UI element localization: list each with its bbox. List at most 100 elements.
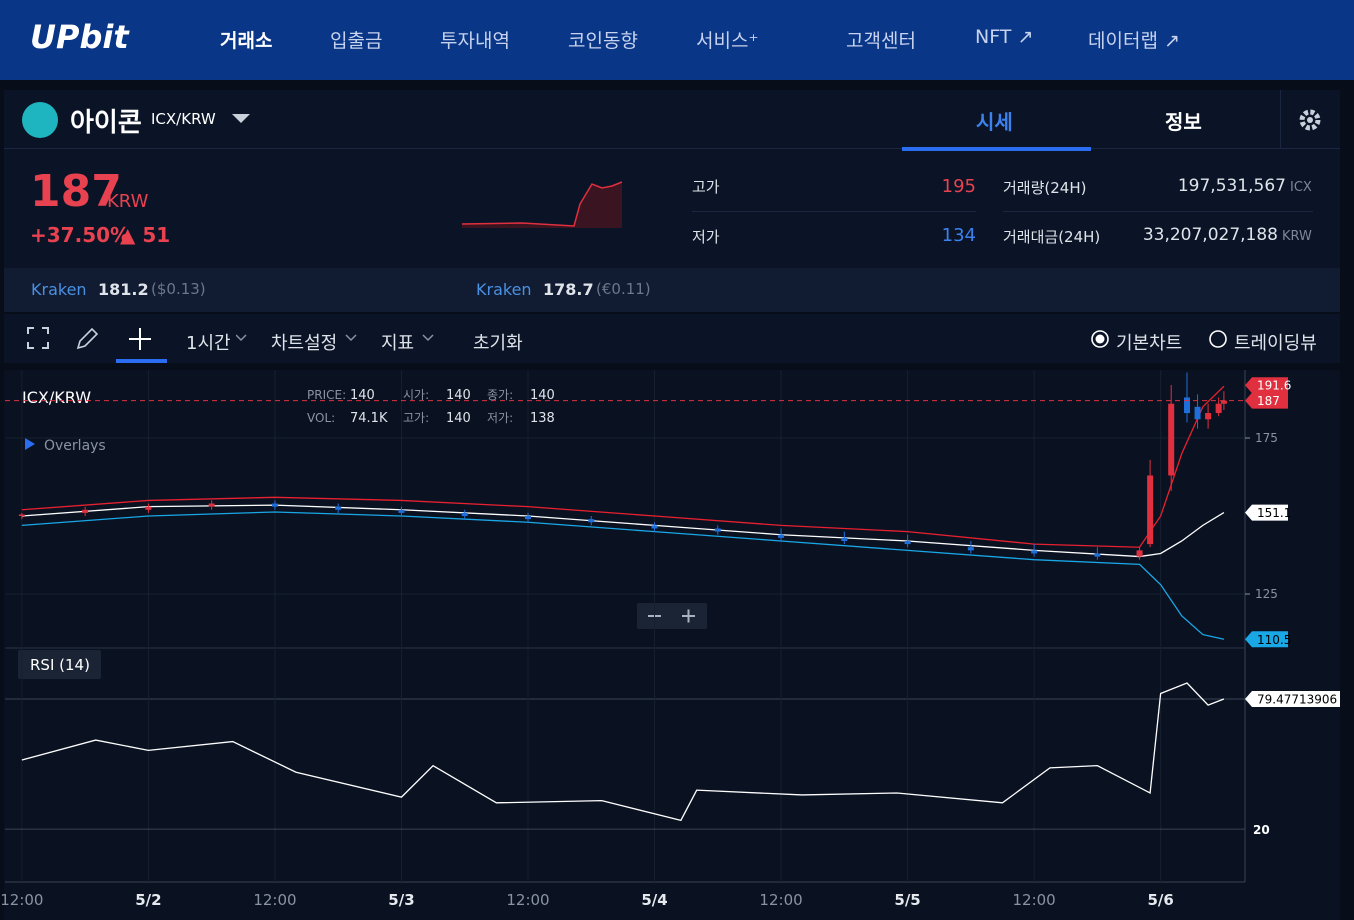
stat-value: 195 <box>941 176 976 197</box>
price-unit: KRW <box>107 191 149 212</box>
coin-icon <box>22 102 58 138</box>
price-tag <box>1245 377 1288 394</box>
candle-body <box>524 516 531 520</box>
tab[interactable]: 정보 <box>1165 110 1202 134</box>
info-label: VOL: <box>307 411 335 425</box>
price-tag-label: 110.5 <box>1257 633 1291 647</box>
candle-body <box>145 506 152 510</box>
price-tag <box>1245 504 1288 521</box>
volume-value: 197,531,567 <box>1177 176 1286 196</box>
mode-option[interactable]: 기본차트 <box>1116 333 1183 354</box>
nav-item[interactable]: 데이터랩 ↗ <box>1088 30 1180 52</box>
x-tick-label: 5/5 <box>894 891 920 909</box>
x-tick-label: 12:00 <box>1012 891 1055 909</box>
y-tick-label: 125 <box>1255 587 1278 601</box>
candle-body <box>714 528 721 532</box>
logo[interactable]: UPbit <box>30 18 129 56</box>
rsi-title-bg <box>18 650 101 679</box>
candle-body <box>18 514 25 517</box>
candle-body <box>82 509 89 513</box>
candle-body <box>1136 550 1143 557</box>
price-tag <box>1245 631 1288 648</box>
dropdown-icon[interactable] <box>232 114 252 126</box>
candle-body <box>1184 397 1191 414</box>
info-value: 138 <box>530 411 555 426</box>
tab[interactable]: 시세 <box>976 110 1013 134</box>
band-line <box>21 511 1225 640</box>
info-value: 140 <box>530 388 555 403</box>
candle-body <box>778 534 785 538</box>
interval[interactable]: 1시간 <box>186 333 231 354</box>
radio-icons[interactable] <box>1089 328 1229 350</box>
candle-body <box>1215 403 1222 414</box>
x-tick-label: 12:00 <box>506 891 549 909</box>
exchange-row <box>4 268 1340 312</box>
coin-pair: ICX/KRW <box>151 110 216 128</box>
price-tag-label: 187 <box>1257 394 1280 408</box>
volume-label: 거래량(24H) <box>1003 179 1087 197</box>
candle-body <box>967 547 974 551</box>
stat-label: 고가 <box>692 178 720 196</box>
chart-settings[interactable]: 차트설정 <box>271 333 338 354</box>
chevrons <box>236 334 434 342</box>
stat-value: 134 <box>941 225 976 246</box>
exchange-price: 178.7 <box>543 280 594 299</box>
indicators[interactable]: 지표 <box>381 333 415 354</box>
candle-body <box>208 503 215 507</box>
divider <box>4 148 1340 149</box>
symbol: ICX/KRW <box>22 388 91 407</box>
exchange-price: 181.2 <box>98 280 149 299</box>
info-value: 140 <box>446 388 471 403</box>
sparkline <box>462 181 623 228</box>
price-tag-label: 79.47713906 <box>1257 693 1337 707</box>
candle-body <box>904 540 911 545</box>
exchange-name[interactable]: Kraken <box>31 280 87 299</box>
change: ▲ 51 <box>120 223 171 247</box>
price-tag <box>1245 392 1288 409</box>
settings-icon[interactable] <box>1298 108 1322 132</box>
reset[interactable]: 초기화 <box>473 333 523 354</box>
stat-label: 저가 <box>692 228 720 246</box>
change-rate: +37.50% <box>30 223 131 247</box>
volume-unit: ICX <box>1290 180 1312 195</box>
nav-item[interactable]: 서비스⁺ <box>696 30 759 52</box>
overlays-icon[interactable] <box>25 438 35 450</box>
candle-body <box>1205 413 1212 420</box>
mode-option[interactable]: 트레이딩뷰 <box>1234 333 1317 354</box>
candle-body <box>1194 406 1201 420</box>
toolbar <box>4 314 1340 363</box>
x-tick-label: 12:00 <box>759 891 802 909</box>
candle-body <box>588 519 595 523</box>
nav-item[interactable]: NFT ↗ <box>975 26 1034 48</box>
info-label: 시가: <box>403 388 429 402</box>
nav-item[interactable]: 고객센터 <box>846 30 916 52</box>
exchange-name[interactable]: Kraken <box>476 280 532 299</box>
divider <box>1003 211 1313 212</box>
nav-item[interactable]: 투자내역 <box>440 30 510 52</box>
overlays[interactable]: Overlays <box>44 438 106 454</box>
band-line <box>21 385 1225 548</box>
nav-item[interactable]: 거래소 <box>220 30 273 52</box>
nav-item[interactable]: 코인동향 <box>568 30 638 52</box>
zoom-control[interactable] <box>637 603 707 629</box>
chart-bg <box>4 370 1340 920</box>
divider <box>1280 90 1281 148</box>
price: 187 <box>30 166 122 217</box>
info-value: 140 <box>446 411 471 426</box>
exchange-sub: ($0.13) <box>151 280 206 298</box>
candle-body <box>841 537 848 541</box>
x-tick-label: 5/2 <box>135 891 161 909</box>
candle-body <box>398 509 405 513</box>
nav-item[interactable]: 입출금 <box>330 30 383 52</box>
rsi-line <box>21 682 1225 822</box>
toolbar-icons[interactable] <box>26 326 176 364</box>
x-tick-label: 12:00 <box>0 891 43 909</box>
candle-body <box>1031 550 1038 554</box>
x-tick-label: 5/6 <box>1147 891 1173 909</box>
candle-body <box>1220 400 1227 404</box>
info-label: 고가: <box>403 411 429 425</box>
candle-body <box>651 525 658 529</box>
candle-body <box>461 512 468 517</box>
